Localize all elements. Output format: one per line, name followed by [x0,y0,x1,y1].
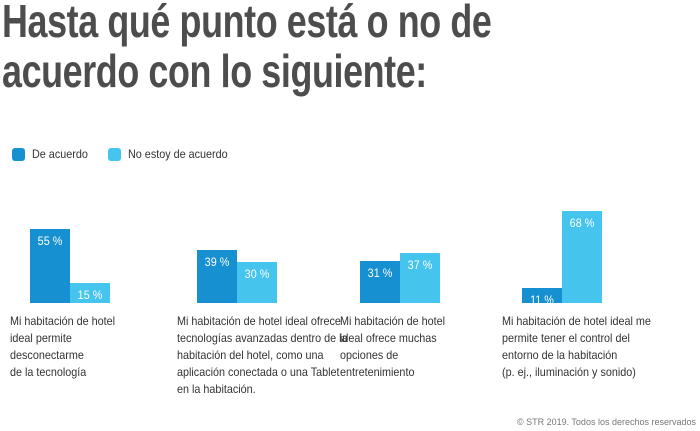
bar [237,262,277,303]
value-label: 30 % [244,267,270,282]
legend-label: De acuerdo [32,147,88,161]
bar [400,252,440,303]
bar [562,210,602,303]
bar [522,288,562,303]
category-label: Mi habitación de hotel ideal ofrece tecn… [177,314,348,396]
value-label: 37 % [407,257,433,272]
bar [30,228,70,303]
bar [360,261,400,303]
footer: © STR 2019. Todos los derechos reservado… [516,417,696,427]
value-label: 39 % [204,255,230,270]
chart-title: Hasta qué punto está o no de acuerdo con… [2,0,492,97]
legend-swatch [108,148,121,161]
bar [70,282,110,303]
category-label: Mi habitación de hotel ideal me permite … [502,314,651,379]
bar [197,250,237,303]
value-label: 15 % [77,287,103,302]
value-label: 68 % [569,215,595,230]
legend-label: No estoy de acuerdo [128,147,228,161]
value-label: 31 % [367,266,393,281]
category-label: Mi habitación de hotel ideal permite des… [10,314,116,379]
category-label: Mi habitación de hotel ideal ofrece much… [340,314,446,379]
value-label: 11 % [530,293,554,308]
legend-swatch [12,148,25,161]
value-label: 55 % [37,233,63,248]
